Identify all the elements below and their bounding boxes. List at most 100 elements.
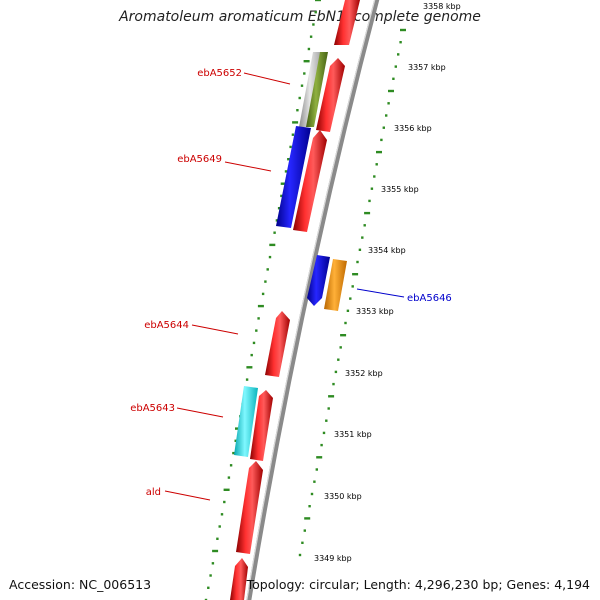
ring-tick bbox=[207, 586, 210, 589]
ring-tick bbox=[218, 525, 221, 528]
ring-tick bbox=[296, 109, 299, 112]
ring-tick bbox=[298, 553, 302, 557]
gene-arrow[interactable] bbox=[250, 390, 273, 461]
scale-tick-label: 3352 kbp bbox=[345, 369, 383, 378]
ring-tick bbox=[212, 549, 219, 553]
ring-tick bbox=[273, 231, 276, 234]
dotted-ring-left bbox=[204, 0, 321, 600]
gene-block[interactable] bbox=[276, 126, 311, 228]
ring-tick bbox=[349, 297, 352, 300]
gene-arrow[interactable] bbox=[230, 558, 248, 600]
ring-tick bbox=[392, 77, 395, 80]
ring-tick bbox=[394, 65, 397, 68]
gene-label-ebA5652[interactable]: ebA5652 bbox=[197, 68, 242, 79]
ring-tick bbox=[316, 456, 323, 459]
accession-text: Accession: NC_006513 bbox=[9, 577, 152, 592]
scale-tick-labels: 3349 kbp 3350 kbp 3351 kbp 3352 kbp 3353… bbox=[314, 2, 461, 563]
ring-tick bbox=[375, 163, 378, 166]
ring-tick bbox=[250, 353, 253, 357]
genome-summary-text: Topology: circular; Length: 4,296,230 bp… bbox=[246, 577, 590, 592]
ring-tick bbox=[304, 517, 311, 520]
ring-tick bbox=[291, 133, 295, 136]
ring-tick bbox=[351, 285, 354, 288]
scale-tick-label: 3351 kbp bbox=[334, 430, 372, 439]
ring-tick bbox=[301, 541, 304, 544]
ring-tick bbox=[209, 574, 212, 577]
genome-backbone bbox=[246, 0, 380, 600]
ring-tick bbox=[277, 207, 281, 210]
ring-tick bbox=[255, 329, 258, 332]
ring-tick bbox=[397, 53, 400, 56]
ring-tick bbox=[380, 138, 383, 142]
ring-tick bbox=[325, 419, 328, 422]
ring-tick bbox=[268, 255, 272, 259]
ring-tick bbox=[232, 451, 235, 455]
scale-tick-label: 3353 kbp bbox=[356, 307, 394, 316]
ring-tick bbox=[223, 488, 230, 491]
gene-arrow[interactable] bbox=[316, 58, 345, 132]
ring-tick bbox=[382, 126, 385, 129]
ring-tick bbox=[257, 317, 260, 320]
gene-arrow[interactable] bbox=[236, 461, 263, 554]
ring-tick bbox=[220, 513, 224, 516]
ring-tick bbox=[252, 341, 256, 345]
gene-label-ebA5649[interactable]: ebA5649 bbox=[177, 154, 222, 165]
gene-block[interactable] bbox=[334, 0, 360, 45]
gene-arrow[interactable] bbox=[307, 255, 330, 306]
ring-tick bbox=[352, 273, 359, 276]
ring-tick bbox=[344, 321, 347, 325]
ring-tick bbox=[356, 260, 359, 264]
gene-arrow[interactable] bbox=[265, 311, 290, 377]
map-title: Aromatoleum aromaticum EbN1, complete ge… bbox=[119, 9, 481, 25]
ring-tick bbox=[361, 236, 364, 239]
gene-label-ebA5643[interactable]: ebA5643 bbox=[130, 403, 175, 414]
ring-tick bbox=[370, 187, 374, 190]
ring-tick bbox=[399, 41, 402, 44]
ring-tick bbox=[337, 358, 340, 361]
ring-tick bbox=[328, 395, 335, 398]
ring-tick bbox=[363, 224, 366, 227]
ring-tick bbox=[289, 145, 292, 149]
ring-tick bbox=[332, 382, 335, 386]
ring-tick bbox=[284, 170, 288, 173]
gene-label-ebA5646[interactable]: ebA5646 bbox=[407, 293, 452, 304]
ring-tick bbox=[339, 346, 342, 349]
ring-tick bbox=[315, 468, 318, 471]
ring-tick bbox=[300, 84, 304, 87]
ring-tick bbox=[320, 443, 323, 447]
ring-tick bbox=[368, 199, 371, 203]
ring-tick bbox=[313, 480, 316, 483]
ring-tick bbox=[385, 114, 388, 117]
ring-tick bbox=[387, 102, 390, 105]
ring-tick bbox=[315, 0, 321, 2]
ring-tick bbox=[314, 11, 317, 14]
ring-tick bbox=[257, 304, 264, 308]
ring-tick bbox=[280, 182, 287, 185]
ring-tick bbox=[373, 175, 376, 178]
ring-tick bbox=[269, 243, 276, 247]
ring-tick bbox=[292, 121, 299, 124]
ring-tick bbox=[358, 248, 362, 251]
ring-tick bbox=[388, 89, 394, 93]
gene-block[interactable] bbox=[324, 259, 347, 311]
ring-tick bbox=[346, 309, 350, 312]
gene-label-ald[interactable]: ald bbox=[146, 487, 161, 498]
genome-backbone-highlight bbox=[246, 0, 376, 600]
ring-tick bbox=[312, 23, 315, 26]
gene-arrow[interactable] bbox=[293, 130, 327, 232]
scale-tick-label: 3358 kbp bbox=[423, 2, 461, 11]
ring-tick bbox=[303, 60, 310, 63]
ring-tick bbox=[327, 407, 330, 410]
gene-label-ebA5644[interactable]: ebA5644 bbox=[144, 320, 189, 331]
ring-tick bbox=[266, 268, 269, 271]
ring-tick bbox=[307, 47, 311, 51]
ring-tick bbox=[308, 505, 311, 508]
scale-tick-label: 3350 kbp bbox=[324, 492, 362, 501]
ring-tick bbox=[334, 370, 338, 374]
ring-tick bbox=[227, 476, 231, 479]
ring-tick bbox=[204, 598, 208, 600]
gene-block[interactable] bbox=[234, 386, 258, 457]
gene-block[interactable] bbox=[306, 52, 328, 127]
ring-tick bbox=[376, 150, 382, 154]
